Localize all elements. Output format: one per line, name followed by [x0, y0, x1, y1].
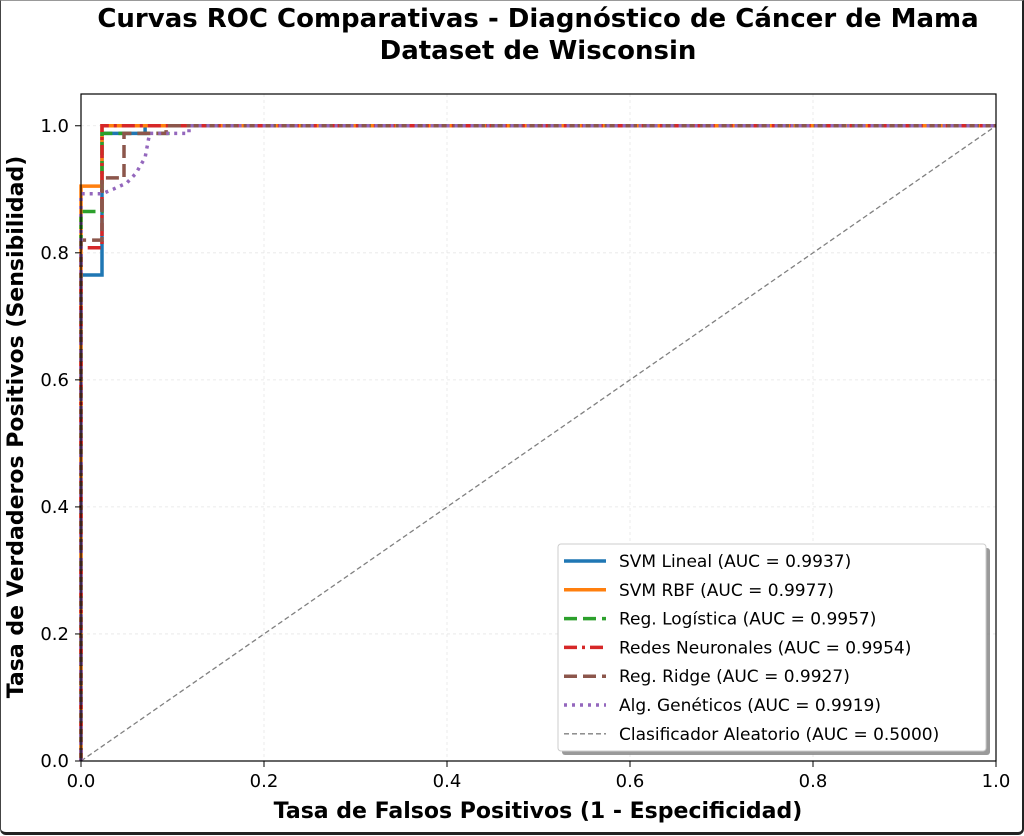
- x-tick-label: 1.0: [982, 771, 1011, 792]
- legend-label: Reg. Logística (AUC = 0.9957): [619, 610, 876, 630]
- plot-area-frame: [80, 93, 997, 762]
- x-tick-label: 0.0: [67, 771, 96, 792]
- legend: SVM Lineal (AUC = 0.9937) SVM RBF (AUC = …: [557, 543, 990, 755]
- series-line-clasificador-aleatorio: [80, 125, 997, 762]
- series-line-alg-geneticos: [79, 124, 996, 761]
- x-tick-label: 0.2: [250, 771, 279, 792]
- x-axis-label: Tasa de Falsos Positivos (1 - Especifici…: [274, 799, 803, 824]
- y-tick-label: 0.4: [40, 497, 69, 518]
- x-tick-label: 0.6: [616, 771, 645, 792]
- y-axis-label: Tasa de Verdaderos Positivos (Sensibilid…: [4, 156, 29, 699]
- chart-subtitle: Dataset de Wisconsin: [380, 36, 697, 66]
- legend-label: SVM Lineal (AUC = 0.9937): [619, 552, 851, 572]
- legend-label: Reg. Ridge (AUC = 0.9927): [619, 667, 850, 687]
- y-tick-label: 0.2: [40, 624, 69, 645]
- y-tick-label: 0.6: [40, 370, 69, 391]
- legend-label: Clasificador Aleatorio (AUC = 0.5000): [619, 725, 939, 745]
- x-tick-label: 0.8: [799, 771, 828, 792]
- legend-box: [557, 543, 987, 752]
- ticks: 0.0 0.2 0.4 0.6 0.8 1.0 0.0 0.2 0.4 0.6 0.8 1.0: [40, 116, 1010, 792]
- y-tick-label: 0.8: [40, 243, 69, 264]
- legend-label: Alg. Genéticos (AUC = 0.9919): [619, 696, 881, 716]
- random-classifier-line-layer: [80, 125, 997, 762]
- y-tick-label: 0.0: [40, 751, 69, 772]
- legend-label: SVM RBF (AUC = 0.9977): [619, 581, 834, 601]
- x-tick-label: 0.4: [433, 771, 462, 792]
- chart-title: Curvas ROC Comparativas - Diagnóstico de…: [97, 4, 978, 34]
- legend-label: Redes Neuronales (AUC = 0.9954): [619, 638, 911, 658]
- y-tick-label: 1.0: [40, 116, 69, 137]
